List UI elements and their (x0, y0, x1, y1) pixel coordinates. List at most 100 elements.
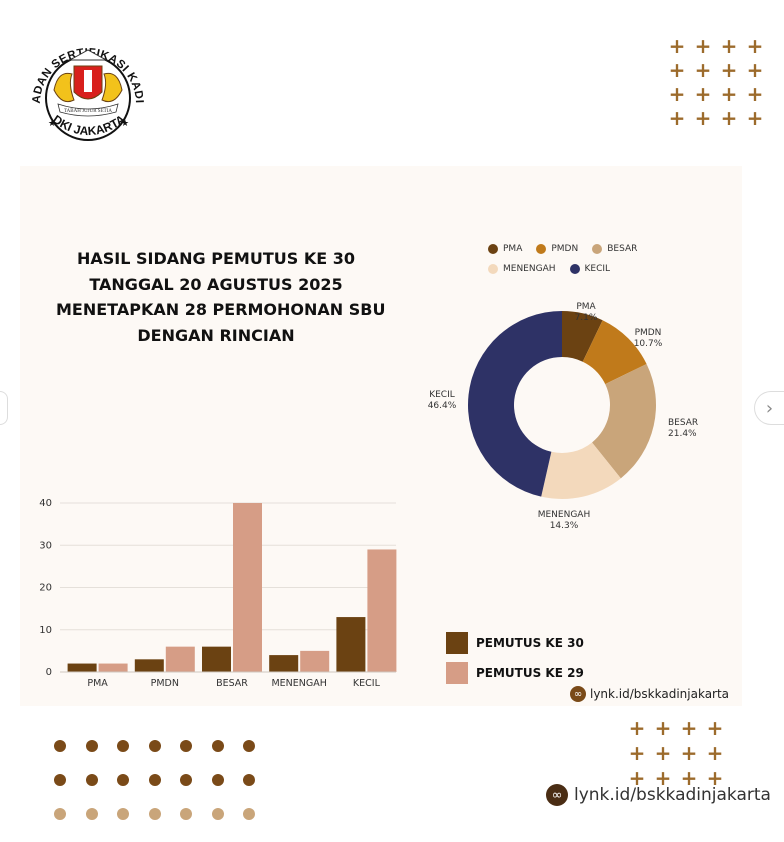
decor-dot (54, 774, 66, 786)
plus-glyph: + (668, 106, 686, 130)
decor-dot (148, 740, 161, 752)
decor-dot (148, 774, 161, 786)
plus-glyph: + (720, 106, 738, 130)
lynk-link-small[interactable]: ∞ lynk.id/bskkadinjakarta (570, 686, 729, 702)
link-icon: ∞ (570, 686, 586, 702)
decor-dot (180, 774, 192, 786)
svg-text:★: ★ (121, 119, 129, 129)
y-tick-label: 10 (39, 625, 52, 636)
infographic-card: HASIL SIDANG PEMUTUS KE 30 TANGGAL 20 AG… (20, 166, 742, 706)
plus-glyph: + (694, 106, 712, 130)
bar-pmdn-pemutus-29 (165, 646, 195, 672)
x-tick-label: KECIL (353, 678, 381, 689)
decor-dot (85, 740, 98, 752)
legend-swatch (488, 264, 498, 274)
plus-glyph: + (654, 766, 672, 790)
plus-glyph: + (680, 741, 698, 765)
bar-besar-pemutus-29 (233, 503, 262, 672)
decor-dot (243, 774, 255, 786)
legend-swatch (592, 244, 603, 254)
plus-glyph: + (706, 766, 724, 790)
y-tick-label: 0 (46, 667, 52, 678)
plus-glyph: + (628, 766, 646, 790)
title-line: MENETAPKAN 28 PERMOHONAN SBU (56, 300, 386, 319)
decor-dot (117, 808, 129, 820)
bar-legend: PEMUTUS KE 30 PEMUTUS KE 29 (446, 628, 584, 688)
x-tick-label: PMDN (151, 678, 179, 689)
legend-label: PMDN (551, 244, 579, 254)
decor-dot (148, 808, 161, 820)
title-line: HASIL SIDANG PEMUTUS KE 30 (77, 249, 355, 268)
bsk-kadin-logo: BADAN SERTIFIKASI KADIN DKI JAKARTA ★ ★ … (18, 34, 145, 141)
legend-label: PMA (503, 244, 523, 254)
plus-glyph: + (720, 82, 738, 106)
legend-swatch (569, 264, 580, 274)
plus-glyph: + (746, 34, 764, 58)
plus-glyph: + (720, 58, 738, 82)
decor-dot (243, 740, 255, 752)
plus-glyph: + (746, 106, 764, 130)
plus-glyph: + (668, 82, 686, 106)
lynk-link-large[interactable]: ∞ lynk.id/bskkadinjakarta (546, 784, 771, 806)
decor-dot (211, 774, 224, 786)
title-line: DENGAN RINCIAN (137, 325, 295, 345)
legend-label: MENENGAH (503, 264, 556, 274)
svg-text:★: ★ (48, 119, 56, 129)
legend-item-pemutus-30: PEMUTUS KE 30 (446, 628, 584, 658)
legend-label: PEMUTUS KE 30 (476, 636, 584, 650)
legend-item-pemutus-29: PEMUTUS KE 29 (446, 658, 584, 688)
legend-item: BESAR (592, 244, 637, 254)
plus-glyph: + (668, 34, 686, 58)
bar-chart: 0 10 20 30 40 PMA PMDN BESAR MENENGAH KECIL (39, 498, 397, 689)
plus-glyph: + (628, 716, 646, 740)
plus-pattern-top: + + + + + + + + + + + + + + + + (664, 34, 768, 130)
plus-glyph: + (746, 58, 764, 82)
lynk-link-text: lynk.id/bskkadinjakarta (574, 785, 771, 805)
decor-dot (54, 740, 66, 752)
decor-dot (117, 774, 129, 786)
bar-besar-pemutus-30 (202, 646, 231, 672)
legend-label: BESAR (607, 244, 638, 254)
decor-dot (211, 808, 224, 820)
y-tick-label: 30 (39, 540, 52, 551)
decor-dot (85, 774, 98, 786)
plus-glyph: + (668, 58, 686, 82)
plus-glyph: + (654, 716, 672, 740)
page-title: HASIL SIDANG PEMUTUS KE 30 TANGGAL 20 AG… (56, 246, 386, 348)
carousel-prev-edge[interactable] (0, 391, 8, 425)
bar-pmdn-pemutus-30 (134, 659, 164, 672)
plus-glyph: + (706, 741, 724, 765)
decor-dot (85, 808, 98, 820)
legend-label: PEMUTUS KE 29 (476, 666, 584, 680)
bar-kecil-pemutus-30 (336, 617, 366, 672)
title-line: TANGGAL 20 AGUSTUS 2025 (89, 274, 343, 294)
decor-dot (117, 740, 129, 752)
legend-swatch (446, 662, 468, 684)
y-tick-label: 40 (39, 498, 52, 509)
legend-item: PMA (488, 244, 522, 254)
plus-glyph: + (628, 741, 646, 765)
plus-glyph: + (694, 34, 712, 58)
bar-pma-pemutus-29 (98, 663, 128, 672)
bar-menengah-pemutus-29 (300, 650, 330, 672)
x-tick-label: BESAR (216, 678, 248, 689)
x-tick-label: MENENGAH (271, 678, 326, 689)
link-icon: ∞ (546, 784, 568, 806)
plus-glyph: + (706, 716, 724, 740)
logo-ribbon: TABAH JUJUR SETIA (64, 109, 112, 114)
decor-dot (180, 740, 192, 752)
decor-dot (180, 808, 192, 820)
y-tick-label: 20 (39, 583, 52, 594)
plus-pattern-bottom: + + + + + + + + + + + + (624, 716, 728, 791)
plus-glyph: + (746, 82, 764, 106)
legend-item: MENENGAH (488, 264, 556, 274)
bar-kecil-pemutus-29 (367, 549, 397, 672)
legend-swatch (536, 244, 547, 254)
decor-dot (54, 808, 66, 820)
chevron-right-icon[interactable]: › (754, 391, 784, 425)
plus-glyph: + (654, 741, 672, 765)
legend-item: PMDN (536, 244, 578, 254)
donut-legend: PMA PMDN BESAR MENENGAH KECIL (488, 244, 688, 274)
plus-glyph: + (694, 58, 712, 82)
plus-glyph: + (694, 82, 712, 106)
